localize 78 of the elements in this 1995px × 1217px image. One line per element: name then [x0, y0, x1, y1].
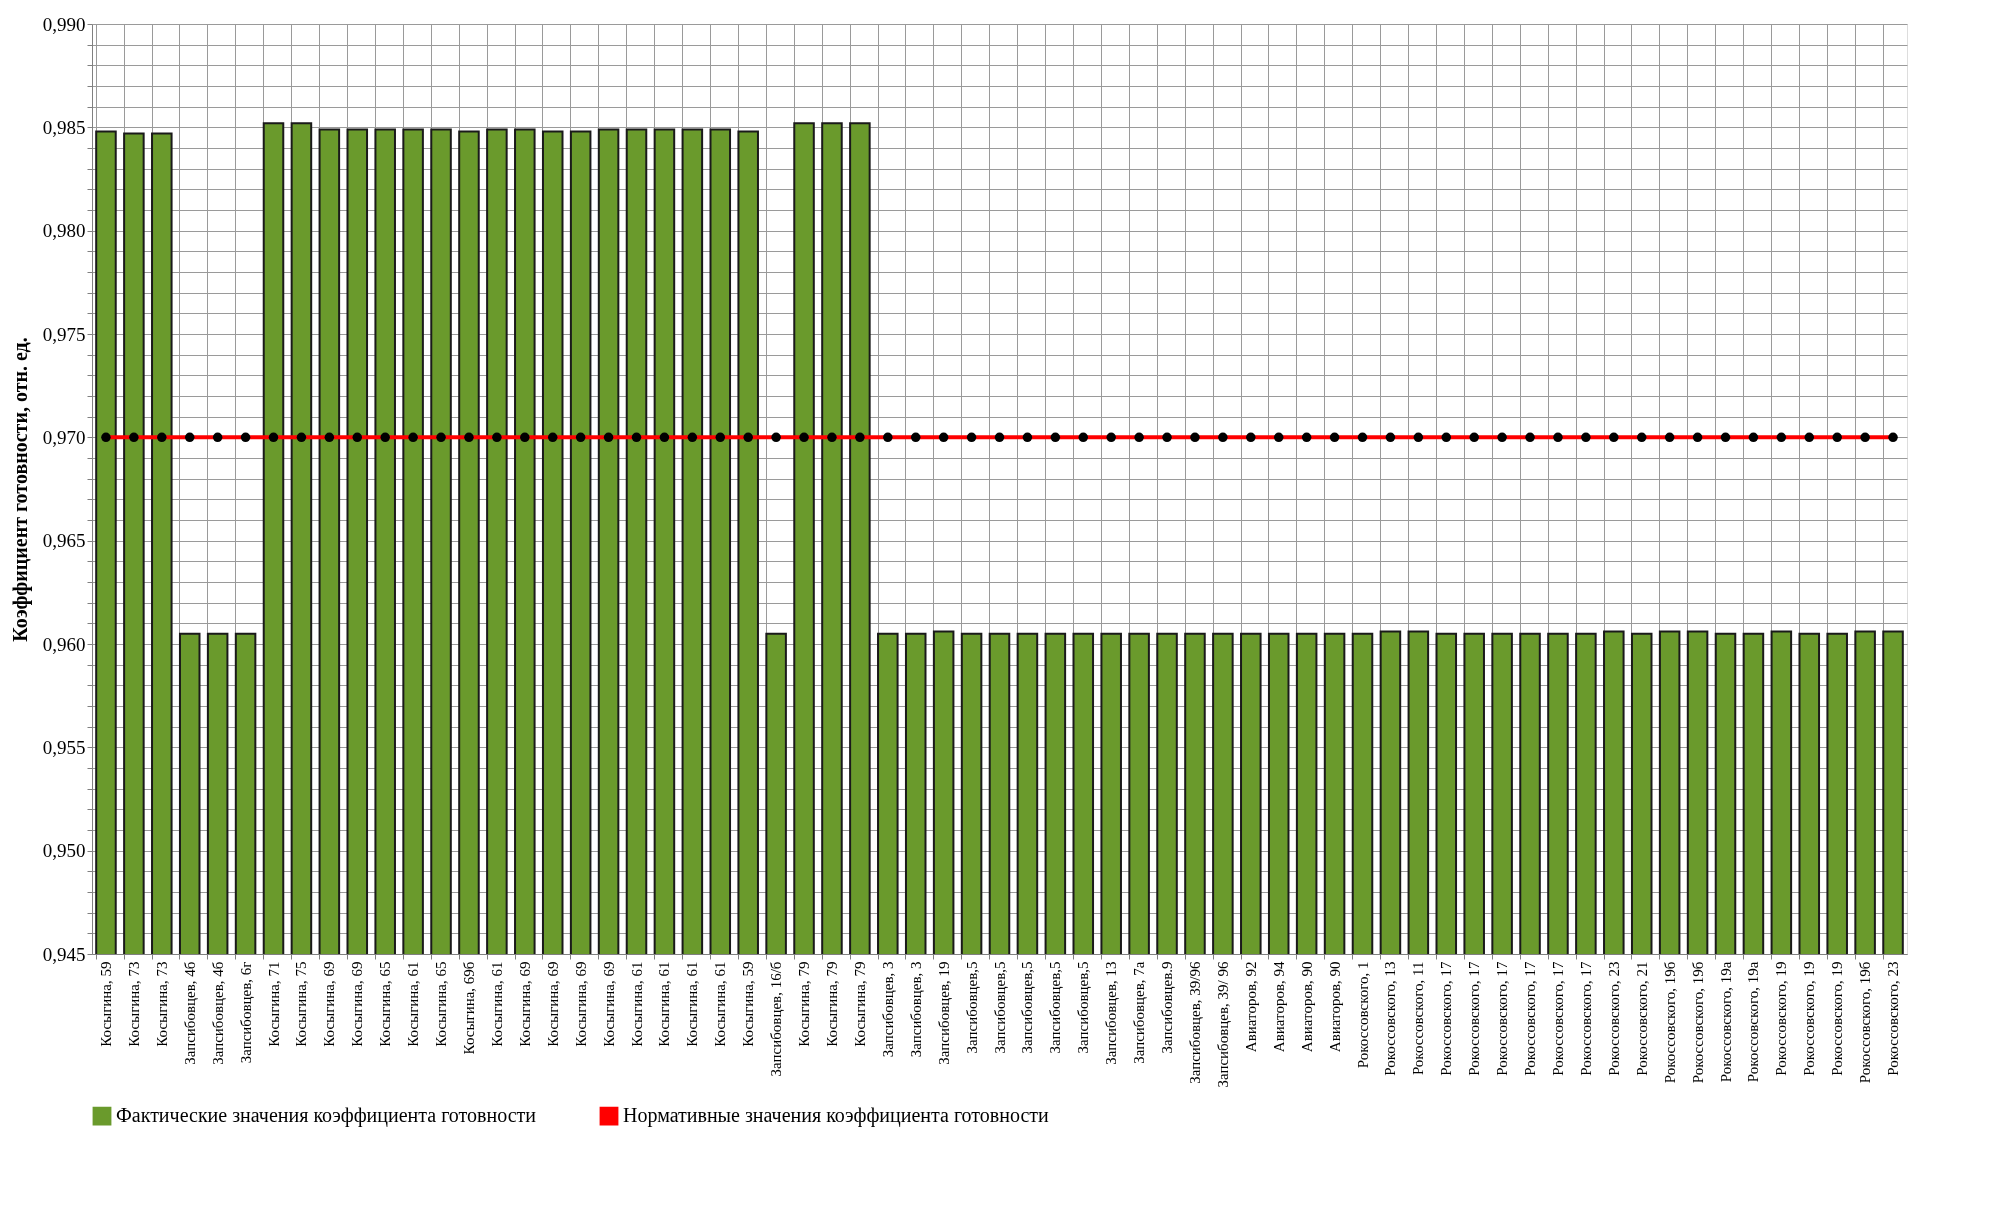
legend-label: Фактические значения коэффициента готовности — [116, 1104, 537, 1128]
x-tick-label: Рокоссовского, 17 — [1577, 961, 1594, 1076]
x-tick-label: Косыгина, 75 — [293, 961, 310, 1047]
y-tick-label: 0,970 — [42, 426, 86, 448]
legend-label: Нормативные значения коэффициента готовности — [623, 1104, 1050, 1128]
x-tick-label: Авиаторов, 90 — [1298, 961, 1315, 1053]
x-tick-label: Запсибовцев,5 — [1047, 961, 1064, 1054]
y-tick-label: 0,990 — [42, 13, 86, 35]
y-tick-label: 0,955 — [42, 736, 86, 758]
y-tick-label: 0,945 — [42, 943, 86, 965]
x-tick-label: Косыгина, 65 — [433, 961, 450, 1047]
x-tick-label: Косыгина, 69 — [572, 961, 589, 1047]
x-tick-label: Рокоссовского, 19 — [1773, 961, 1790, 1076]
x-tick-label: Рокоссовского, 19б — [1689, 961, 1706, 1084]
x-tick-label: Запсибовцев,5 — [963, 961, 980, 1054]
y-tick-label: 0,980 — [42, 220, 86, 242]
x-tick-label: Запсибовцев,5 — [991, 961, 1008, 1054]
x-tick-label: Запсибовцев, 4б — [181, 961, 198, 1065]
x-tick-label: Запсибовцев, 4б — [209, 961, 226, 1065]
x-tick-label: Рокоссовского, 21 — [1633, 961, 1650, 1076]
x-tick-label: Рокоссовского, 19б — [1661, 961, 1678, 1084]
x-tick-label: Косыгина, 69 — [544, 961, 561, 1047]
x-tick-label: Запсибовцев, 3 — [907, 961, 924, 1058]
x-tick-label: Авиаторов, 92 — [1242, 961, 1259, 1053]
x-tick-label: Рокоссовского, 11 — [1410, 961, 1427, 1076]
x-tick-label: Запсибовцев, 39/96 — [1186, 961, 1203, 1084]
x-tick-label: Рокоссовского, 13 — [1382, 961, 1399, 1076]
x-tick-label: Косыгина, 73 — [153, 961, 170, 1047]
y-tick-label: 0,960 — [42, 633, 86, 655]
x-tick-label: Косыгина, 61 — [405, 961, 422, 1047]
x-tick-label: Запсибовцев.9 — [1159, 961, 1176, 1054]
x-tick-label: Косыгина, 71 — [265, 961, 282, 1047]
x-tick-label: Запсибовцев,5 — [1075, 961, 1092, 1054]
x-tick-label: Запсибовцев, 19 — [935, 961, 952, 1065]
x-tick-label: Косыгина, 65 — [377, 961, 394, 1047]
x-tick-label: Авиаторов, 94 — [1270, 961, 1287, 1053]
x-tick-label: Косыгина, 69б — [460, 961, 477, 1055]
y-tick-label: 0,965 — [42, 530, 86, 552]
y-tick-label: 0,975 — [42, 323, 86, 345]
x-tick-label: Косыгина, 61 — [656, 961, 673, 1047]
x-tick-label: Рокоссовского, 17 — [1438, 961, 1455, 1076]
y-tick-label: 0,950 — [42, 840, 86, 862]
x-tick-label: Запсибовцев, 6г — [237, 961, 254, 1064]
x-tick-label: Авиаторов, 90 — [1326, 961, 1343, 1053]
x-tick-label: Запсибовцев,5 — [1019, 961, 1036, 1054]
x-tick-label: Косыгина, 69 — [516, 961, 533, 1047]
x-tick-label: Рокоссовского, 17 — [1522, 961, 1539, 1076]
x-tick-label: Косыгина, 59 — [97, 961, 114, 1047]
x-tick-label: Рокоссовского, 17 — [1466, 961, 1483, 1076]
x-tick-label: Косыгина, 59 — [740, 961, 757, 1047]
x-tick-label: Косыгина, 69 — [349, 961, 366, 1047]
x-tick-label: Рокоссовского, 1 — [1354, 961, 1371, 1069]
x-tick-label: Рокоссовского, 19а — [1745, 961, 1762, 1083]
y-axis-title: Коэффициент готовности, отн. ед. — [8, 337, 32, 642]
x-tick-label: Запсибовцев, 13 — [1103, 961, 1120, 1065]
x-tick-label: Косыгина, 61 — [628, 961, 645, 1047]
x-tick-label: Косыгина, 61 — [712, 961, 729, 1047]
x-tick-label: Рокоссовского, 17 — [1549, 961, 1566, 1076]
x-tick-label: Запсибовцев, 3 — [879, 961, 896, 1058]
x-tick-label: Косыгина, 73 — [125, 961, 142, 1047]
x-tick-label: Косыгина, 61 — [488, 961, 505, 1047]
x-tick-label: Рокоссовского, 17 — [1494, 961, 1511, 1076]
x-tick-label: Рокоссовского, 19а — [1717, 961, 1734, 1083]
x-tick-label: Косыгина, 79 — [796, 961, 813, 1047]
x-tick-label: Косыгина, 79 — [823, 961, 840, 1047]
x-tick-label: Косыгина, 69 — [600, 961, 617, 1047]
y-tick-label: 0,985 — [42, 116, 86, 138]
x-tick-label: Косыгина, 61 — [684, 961, 701, 1047]
x-tick-label: Рокоссовского, 23 — [1885, 961, 1902, 1076]
x-tick-label: Рокоссовского, 19 — [1801, 961, 1818, 1076]
x-tick-label: Запсибовцев, 7а — [1131, 961, 1148, 1064]
x-tick-label: Запсибовцев, 16/б — [768, 961, 785, 1077]
x-tick-label: Рокоссовского, 23 — [1605, 961, 1622, 1076]
x-tick-label: Косыгина, 79 — [851, 961, 868, 1047]
x-tick-label: Рокоссовского, 19 — [1829, 961, 1846, 1076]
x-tick-label: Косыгина, 69 — [321, 961, 338, 1047]
x-tick-label: Рокоссовского, 19б — [1857, 961, 1874, 1084]
x-tick-label: Запсибовцев, 39/ 96 — [1214, 961, 1231, 1088]
